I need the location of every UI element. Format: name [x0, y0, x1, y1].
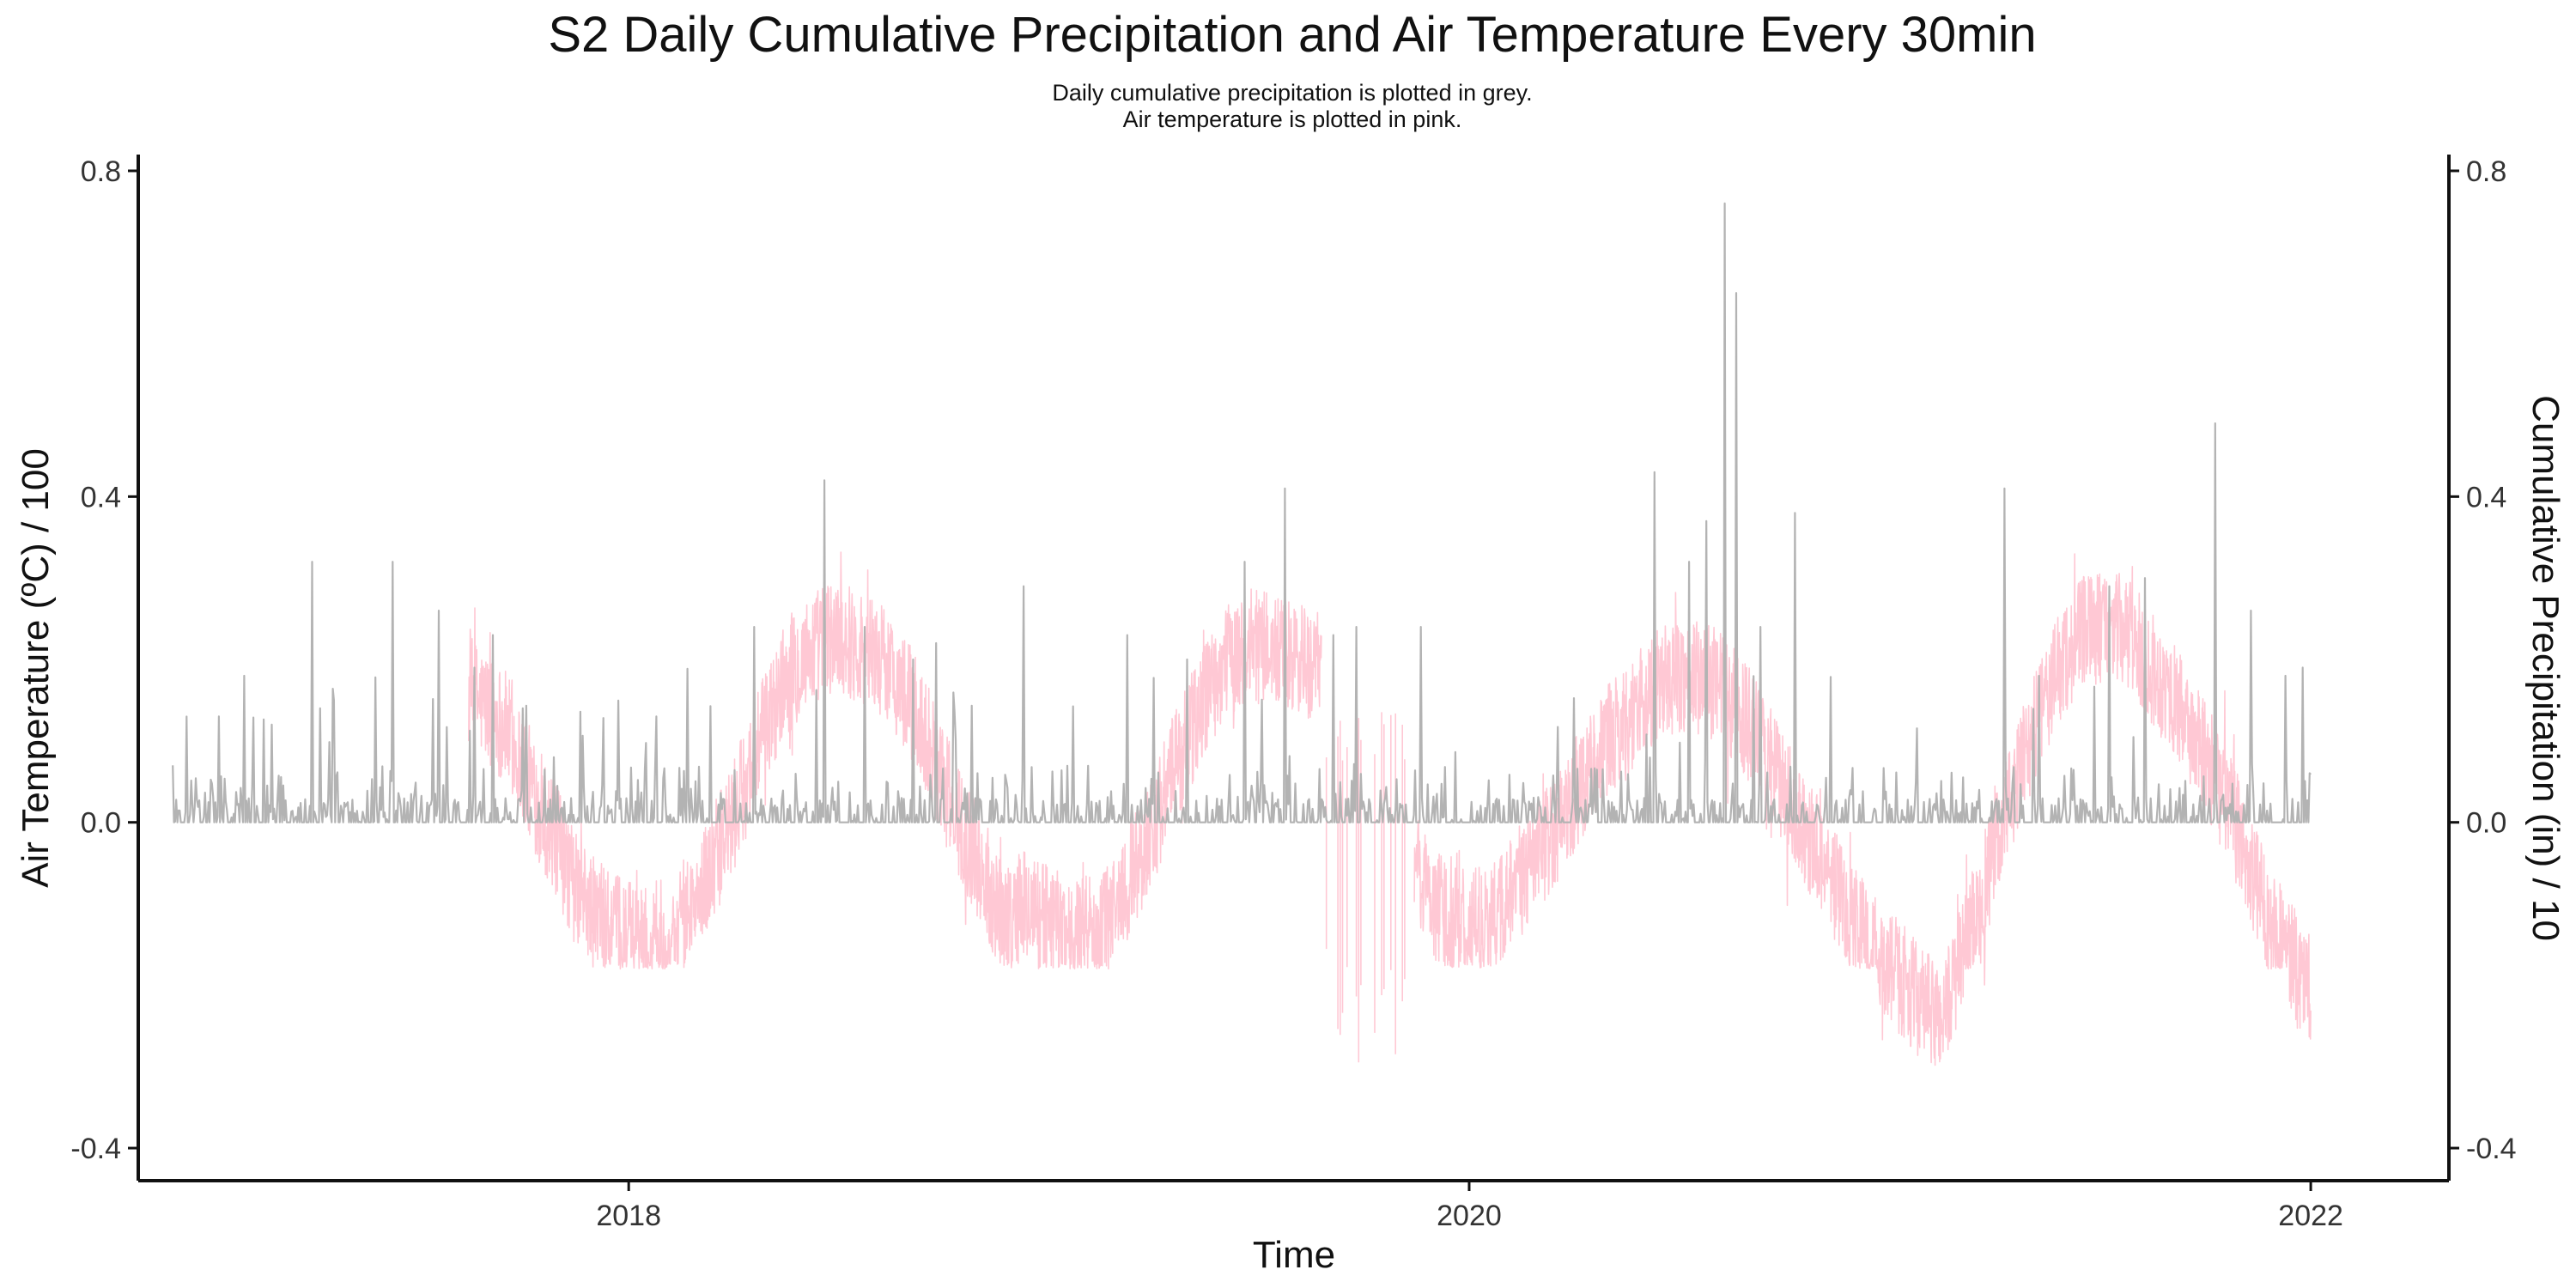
x-tick-label: 2020 — [1437, 1200, 1502, 1232]
series-cumulative-precipitation — [172, 202, 2312, 823]
chart-subtitle-line-1: Daily cumulative precipitation is plotte… — [1052, 80, 1532, 106]
chart-title: S2 Daily Cumulative Precipitation and Ai… — [548, 7, 2036, 63]
y-tick-label: -0.4 — [70, 1133, 121, 1165]
y-tick-label: 0.8 — [81, 155, 121, 188]
series-air-temperature — [468, 551, 2312, 1066]
chart-subtitle-line-2: Air temperature is plotted in pink. — [1123, 106, 1462, 132]
axis-ticks: 0.8 0.4 0.0 -0.4 0.8 0.4 0.0 -0.4 2018 2020 2022 — [70, 155, 2516, 1232]
y2-tick-label: -0.4 — [2466, 1133, 2517, 1165]
y-axis-title: Air Temperature (ºC) / 100 — [15, 448, 57, 888]
y2-tick-label: 0.0 — [2466, 807, 2506, 840]
x-tick-label: 2018 — [596, 1200, 661, 1232]
axes — [137, 155, 2451, 1182]
y-tick-label: 0.0 — [81, 807, 121, 840]
y2-axis-title: Cumulative Precipitation (in) / 10 — [2524, 395, 2567, 941]
x-tick-label: 2022 — [2278, 1200, 2343, 1232]
y-tick-label: 0.4 — [81, 481, 121, 513]
x-axis-title: Time — [1253, 1234, 1335, 1276]
plot-area — [172, 202, 2312, 1066]
y2-tick-label: 0.8 — [2466, 155, 2506, 188]
y2-tick-label: 0.4 — [2466, 481, 2506, 513]
